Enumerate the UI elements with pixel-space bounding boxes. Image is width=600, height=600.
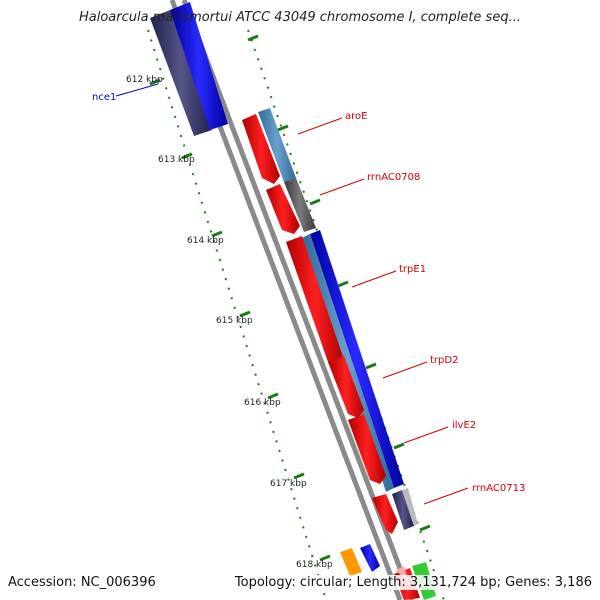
kbp-label-615: 615 kbp [216,316,253,326]
leader-ilve2 [403,426,449,444]
gene-ilve2 [372,494,398,534]
gene-label-aroe: aroE [345,111,367,122]
gene-red-4 [328,356,364,418]
gene-label-ilve2: ilvE2 [452,420,476,431]
leader-rrnac0713 [423,487,469,505]
gene-light-gray [402,488,418,526]
gene-label-rrnac0708: rrnAC0708 [367,172,420,183]
kbp-label-616: 616 kbp [244,398,281,408]
gene-rrnac0708 [284,178,316,232]
leader-trpd2 [382,361,428,379]
gene-label-nce1: nce1 [92,92,116,103]
tick-616 [267,392,279,400]
gene-red-3 [286,236,344,366]
gene-trpe1 [310,230,404,488]
topology-text: Topology: circular; Length: 3,131,724 bp… [234,575,592,590]
leader-trpe1 [351,270,397,288]
gene-red-1 [242,114,280,184]
gene-red-2 [266,184,300,234]
gene-navy-top [150,10,212,136]
gene-label-rrnac0713: rrnAC0713 [472,483,525,494]
gene-labels: nce1 aroE rrnAC0708 trpE1 trpD2 ilvE2 rr… [92,83,525,505]
map-title: Haloarcula marismortui ATCC 43049 chromo… [79,10,521,25]
gene-blue-bottom [360,544,380,572]
gene-trpd2 [302,234,394,492]
outer-ticks [247,34,431,532]
gene-rrnac0713 [392,490,414,530]
kbp-label-613: 613 kbp [158,155,195,165]
gene-label-trpe1: trpE1 [399,264,426,275]
kbp-label-618: 618 kbp [296,560,333,570]
gene-orange [340,548,362,576]
gene-aroe [258,108,296,182]
leader-nce1 [115,83,159,97]
gene-red-5 [348,414,386,484]
tick-615 [239,310,251,318]
tick-613 [181,152,193,160]
kbp-label-612: 612 kbp [126,75,163,85]
kbp-axis: 612 kbp 613 kbp 614 kbp 615 kbp 616 kbp … [126,75,333,570]
gene-nce1 [170,2,228,130]
accession-text: Accession: NC_006396 [8,575,156,590]
leader-aroe [297,117,343,135]
leader-rrnac0708 [319,178,365,196]
tick-617 [293,472,305,480]
tick-614 [211,230,223,238]
gene-label-trpd2: trpD2 [430,355,458,366]
tick-618 [319,554,331,562]
kbp-label-614: 614 kbp [187,236,224,246]
kbp-label-617: 617 kbp [270,479,307,489]
tick-612 [149,78,161,86]
inner-dotted-track [147,29,327,600]
